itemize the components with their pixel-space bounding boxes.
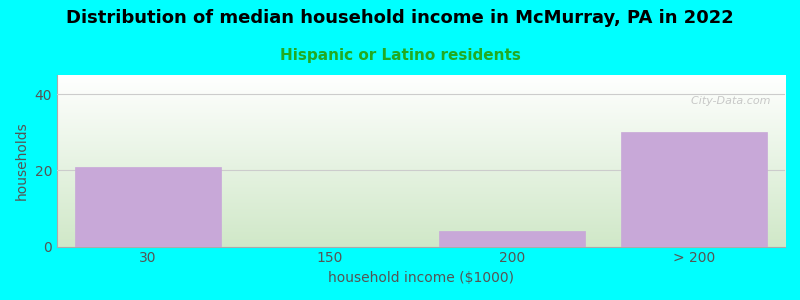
Bar	[75, 167, 221, 247]
X-axis label: household income ($1000): household income ($1000)	[328, 271, 514, 285]
Text: Hispanic or Latino residents: Hispanic or Latino residents	[279, 48, 521, 63]
Text: City-Data.com: City-Data.com	[684, 96, 770, 106]
Bar	[621, 132, 766, 247]
Bar	[439, 231, 585, 247]
Text: Distribution of median household income in McMurray, PA in 2022: Distribution of median household income …	[66, 9, 734, 27]
Y-axis label: households: households	[15, 122, 29, 200]
